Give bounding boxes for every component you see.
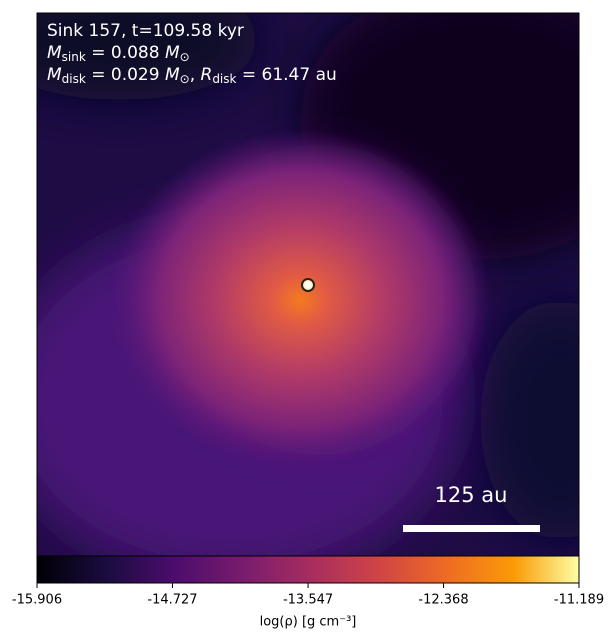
colorbar-tick-label: -13.547 bbox=[283, 593, 333, 608]
scale-bar-label: 125 au bbox=[435, 483, 508, 507]
annotation-text: Sink 157, t=109.58 kyr bbox=[47, 21, 244, 41]
annotation-text: = 0.029 bbox=[86, 65, 165, 85]
annotation-text: M bbox=[47, 43, 62, 63]
colorbar-tick-label: -11.189 bbox=[554, 593, 604, 608]
colorbar-tick-label: -12.368 bbox=[418, 593, 468, 608]
annotation-subscript: disk bbox=[62, 72, 86, 86]
density-map bbox=[37, 13, 579, 556]
annotation-text: R bbox=[201, 65, 213, 85]
annotation-text: = 61.47 au bbox=[236, 65, 336, 85]
annotation-text: = 0.088 bbox=[86, 43, 165, 63]
annotation: Sink 157, t=109.58 kyr Msink = 0.088 M⊙ Md… bbox=[47, 21, 337, 86]
colorbar-tick-label: -14.727 bbox=[147, 593, 197, 608]
annotation-subscript: disk bbox=[212, 72, 236, 86]
annotation-text: M bbox=[165, 43, 180, 63]
annotation-text: , bbox=[190, 65, 201, 85]
scale-bar bbox=[403, 525, 540, 532]
annotation-subscript: ⊙ bbox=[180, 72, 190, 86]
colorbar-label: log(ρ) [g cm⁻³] bbox=[260, 615, 357, 630]
annotation-text: M bbox=[165, 65, 180, 85]
annotation-subscript: ⊙ bbox=[180, 50, 190, 64]
colorbar-tick-label: -15.906 bbox=[12, 593, 62, 608]
annotation-subscript: sink bbox=[62, 50, 86, 64]
colorbar bbox=[36, 555, 580, 584]
annotation-text: M bbox=[47, 65, 62, 85]
